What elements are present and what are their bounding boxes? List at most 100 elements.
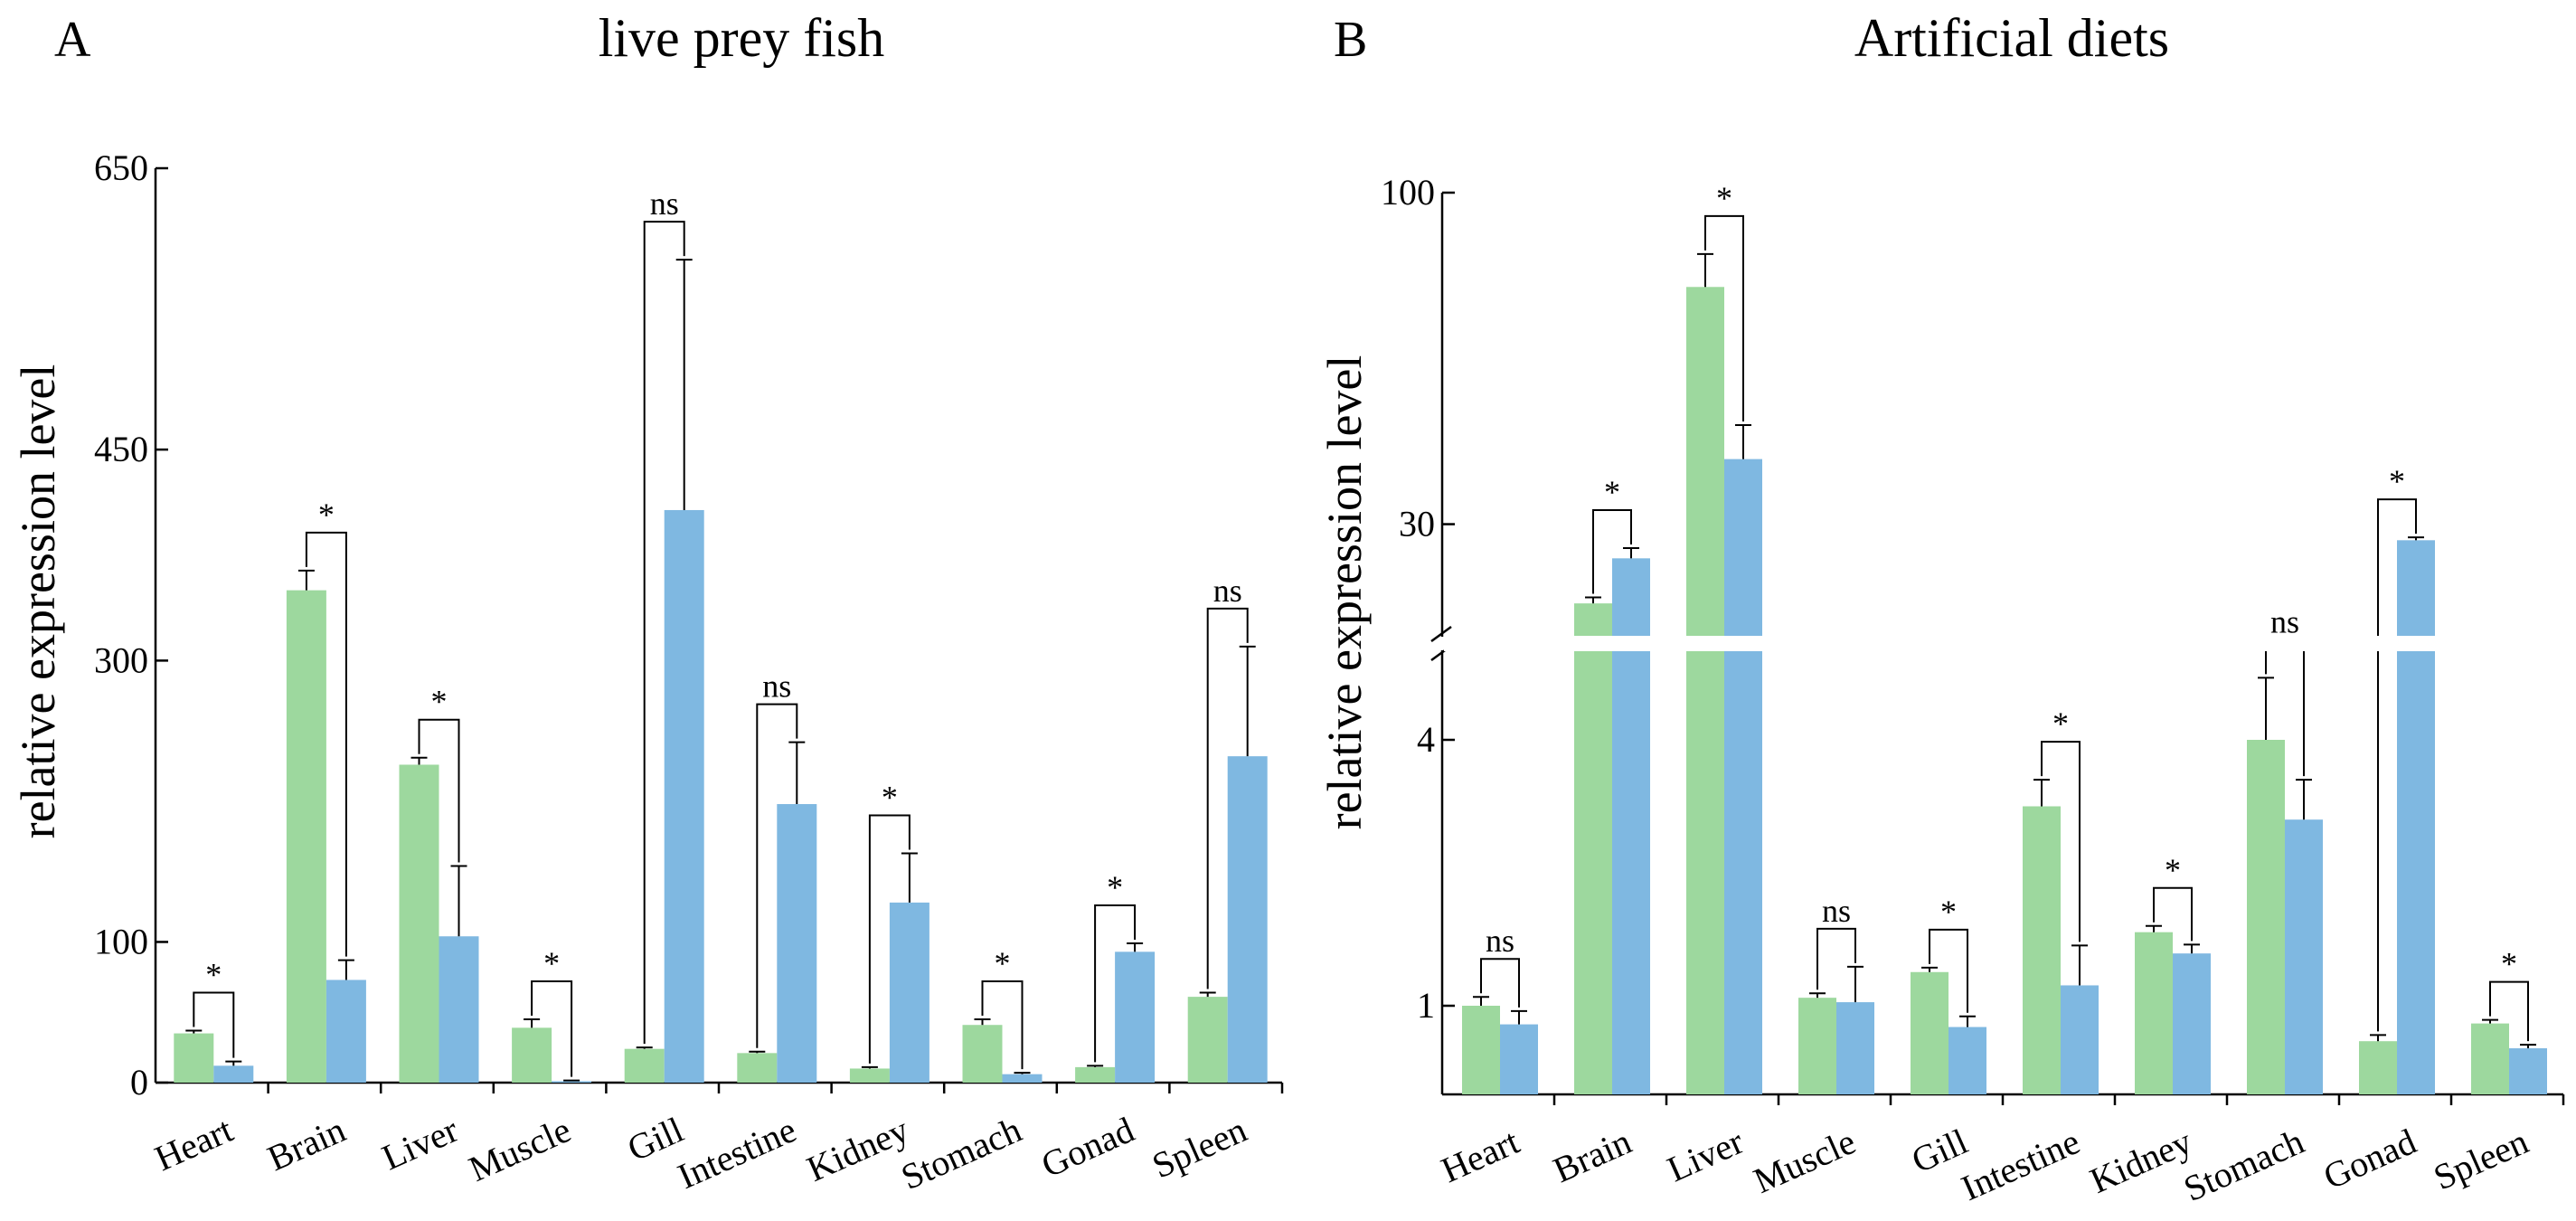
panel-a-significance-label: * <box>1107 869 1123 905</box>
panel-b-category-label: Gonad <box>2317 1121 2422 1197</box>
panel-a-bar-a <box>962 1025 1003 1083</box>
panel-a-bar-b <box>1002 1074 1043 1083</box>
panel-b-bar-b <box>2285 819 2323 1094</box>
panel-a-bar-b <box>889 902 929 1083</box>
panel-a-bar-a <box>849 1068 890 1083</box>
panel-b-significance-bracket <box>1704 214 1744 421</box>
panel-b-bar-b <box>2173 953 2211 1094</box>
panel-a-y-tick-label: 450 <box>94 429 148 469</box>
panel-a-significance-bracket <box>193 991 235 1058</box>
panel-b-title: Artificial diets <box>1854 8 2169 68</box>
panel-a-category-label: Brain <box>261 1109 351 1178</box>
panel-a-category-label: Heart <box>149 1109 239 1178</box>
panel-b-bar-b <box>2509 1048 2547 1094</box>
panel-a-bar-a <box>1075 1066 1116 1083</box>
panel-a-significance-label: * <box>543 945 560 981</box>
panel-b-significance-bracket <box>1929 928 1968 1013</box>
panel-a-significance-label: ns <box>650 185 679 222</box>
panel-a-significance-bracket <box>756 703 798 1048</box>
panel-a-bar-b <box>213 1065 254 1083</box>
panel-b-significance-label: * <box>2389 463 2405 499</box>
panel-a-significance-label: * <box>882 779 898 815</box>
panel-a-bar-a <box>737 1053 778 1083</box>
panel-b-y-tick-label: 1 <box>1417 985 1435 1026</box>
panel-a-bar-b <box>326 980 366 1083</box>
panel-b-bar-b <box>2061 985 2099 1094</box>
panel-a-y-axis-label: relative expression level <box>11 364 65 839</box>
panel-a-bar-b <box>1227 756 1268 1083</box>
panel-a-category-label: Muscle <box>463 1109 577 1189</box>
panel-b-category-label: Spleen <box>2428 1121 2534 1197</box>
panel-a-significance-bracket <box>531 980 573 1077</box>
panel-b-category-label: Heart <box>1435 1121 1524 1190</box>
panel-b-bar-b <box>1836 1002 1874 1094</box>
panel-b-category-label: Kidney <box>2084 1121 2198 1201</box>
panel-a-significance-label: * <box>995 945 1011 981</box>
panel-b-category-label: Liver <box>1661 1121 1749 1189</box>
panel-a-significance-bracket <box>305 531 347 957</box>
panel-a-category-label: Intestine <box>672 1109 802 1197</box>
panel-a-y-tick-label: 300 <box>94 639 148 680</box>
panel-a-significance-bracket <box>868 814 911 1064</box>
panel-b-letter: B <box>1334 12 1367 68</box>
panel-a-significance-label: ns <box>1213 573 1242 609</box>
panel-b-bar-a <box>2023 806 2061 1094</box>
panel-b-significance-bracket <box>1592 509 1632 594</box>
panel-a-bar-a <box>624 1048 665 1083</box>
panel-b-significance-label: * <box>2165 852 2181 888</box>
panel-b-bar-a <box>2359 1041 2397 1094</box>
panel-a-significance-bracket <box>418 718 460 863</box>
panel-b-significance-bracket <box>2041 741 2081 942</box>
panel-b-bar-a <box>1574 603 1612 1094</box>
panel-b-category-label: Brain <box>1547 1121 1637 1190</box>
panel-a-significance-bracket <box>1206 607 1249 989</box>
panel-b-category-label: Intestine <box>1956 1121 2086 1208</box>
panel-b-significance-label: * <box>1716 180 1732 216</box>
panel-a-category-label: Stomach <box>895 1109 1027 1197</box>
panel-a-bar-a <box>512 1027 552 1083</box>
panel-b-bar-a <box>1911 971 1949 1094</box>
panel-b-bar-a <box>2471 1023 2509 1094</box>
panel-a-significance-label: ns <box>762 668 791 705</box>
panel-a-bar-a <box>174 1033 214 1083</box>
panel-b-bar-a <box>1686 287 1724 1094</box>
panel-b-bar-b <box>1724 459 1762 1094</box>
panel-b-significance-label: * <box>2052 705 2069 742</box>
panel-b-y-tick-label: 100 <box>1381 172 1435 213</box>
panel-a-marks: * * * * ns ns * * * ns <box>174 185 1268 1083</box>
panel-b-bar-a <box>1798 998 1836 1094</box>
panel-b-bar-b <box>1500 1024 1538 1094</box>
panel-a-significance-bracket <box>1094 904 1137 1063</box>
panel-a-bar-b <box>1115 951 1156 1083</box>
panel-b-chart: B Artificial diets relative expression l… <box>1317 8 2565 1209</box>
panel-a-bar-b <box>664 509 704 1083</box>
panel-a-title: live prey fish <box>599 8 885 68</box>
panel-b-significance-label: ns <box>1822 893 1851 929</box>
panel-b-significance-label: ns <box>2270 603 2299 639</box>
panel-b-category-label: Muscle <box>1748 1121 1862 1201</box>
panel-a-category-label: Liver <box>376 1109 464 1178</box>
panel-b-axis-break-slash <box>1430 625 1452 643</box>
panel-a-category-label: Spleen <box>1146 1109 1253 1186</box>
panel-a-significance-bracket <box>981 980 1024 1070</box>
panel-a-significance-bracket <box>643 221 685 1045</box>
panel-b-marks: ns * * ns * * * ns * * <box>1444 180 2565 1094</box>
panel-a-bar-b <box>439 936 479 1083</box>
panel-b-significance-bracket <box>1480 958 1520 1008</box>
panel-b-bar-a <box>2135 932 2173 1094</box>
panel-b-significance-label: * <box>1604 474 1620 510</box>
panel-b-significance-bracket <box>1816 927 1856 990</box>
panel-a-bar-a <box>1187 997 1228 1083</box>
panel-b-significance-bracket <box>2489 980 2529 1042</box>
panel-b-y-axis-label: relative expression level <box>1317 355 1372 830</box>
panel-b-significance-bracket <box>2153 886 2193 942</box>
panel-b-bar-b <box>2397 540 2435 1094</box>
panel-a-significance-label: * <box>318 497 335 533</box>
panel-a-y-tick-label: 0 <box>130 1062 148 1103</box>
panel-b-significance-label: * <box>1940 894 1957 930</box>
panel-b-significance-bracket <box>2377 498 2417 1032</box>
panel-b-y-tick-label: 30 <box>1399 504 1435 544</box>
panel-b-axis-break-gap <box>1444 636 2565 651</box>
panel-a-significance-label: * <box>205 956 222 992</box>
